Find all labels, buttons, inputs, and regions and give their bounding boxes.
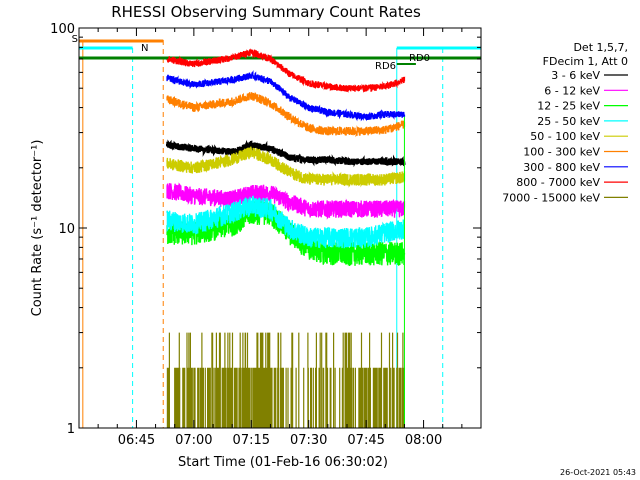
series-trace <box>166 195 405 249</box>
state-markers <box>79 39 481 428</box>
annotation-s: S <box>72 34 78 45</box>
annotation-n: N <box>141 43 148 54</box>
legend-label: 12 - 25 keV <box>537 100 600 113</box>
x-tick-label: 06:45 <box>118 433 155 448</box>
legend-item: 100 - 300 keV <box>523 146 628 159</box>
x-axis-label: Start Time (01-Feb-16 06:30:02) <box>178 455 388 470</box>
legend-label: 100 - 300 keV <box>523 146 600 159</box>
series-trace <box>166 146 406 188</box>
series-layer <box>166 48 406 428</box>
y-tick-label: 1 <box>67 422 75 437</box>
series-spikes <box>166 332 405 428</box>
series-trace <box>166 70 406 122</box>
legend-item: 50 - 100 keV <box>530 130 628 143</box>
legend: 3 - 6 keV 6 - 12 keV 12 - 25 keV 25 - 50 ke… <box>502 69 628 204</box>
series-trace <box>166 182 406 220</box>
legend-label: 3 - 6 keV <box>551 69 600 82</box>
x-tick-label: 07:00 <box>175 433 212 448</box>
legend-item: 300 - 800 keV <box>523 161 628 174</box>
series-50-100-kev <box>166 146 406 188</box>
series-3-6-kev <box>166 139 406 168</box>
legend-header-detectors: Det 1,5,7, <box>573 41 628 54</box>
legend-item: 25 - 50 keV <box>537 115 628 128</box>
legend-label: 6 - 12 keV <box>544 84 600 97</box>
legend-item: 800 - 7000 keV <box>516 176 628 189</box>
series-300-800-kev <box>166 70 406 122</box>
series-6-12-kev <box>166 182 406 220</box>
legend-item: 7000 - 15000 keV <box>502 191 628 204</box>
y-tick-label: 10 <box>58 222 75 237</box>
y-tick-label: 100 <box>50 22 75 37</box>
series-7000-15000-kev <box>166 332 405 428</box>
annotation-rd0: RD0 <box>409 53 430 64</box>
timestamp: 26-Oct-2021 05:43 <box>560 468 636 477</box>
x-tick-label: 07:45 <box>347 433 384 448</box>
legend-header-decim: FDecim 1, Att 0 <box>543 55 628 68</box>
series-100-300-kev <box>166 91 406 138</box>
legend-label: 7000 - 15000 keV <box>502 191 600 204</box>
axis-ticks: 06:45 07:00 07:15 07:30 07:45 08:00 1 10 100 <box>50 22 481 448</box>
series-800-7000-kev <box>166 48 406 93</box>
series-trace <box>166 91 406 138</box>
legend-item: 3 - 6 keV <box>551 69 628 82</box>
legend-label: 300 - 800 keV <box>523 161 600 174</box>
series-trace <box>166 48 406 93</box>
legend-item: 6 - 12 keV <box>544 84 628 97</box>
annotation-rd6: RD6 <box>375 61 396 72</box>
series-25-50-kev <box>166 195 405 249</box>
series-trace <box>166 139 406 168</box>
chart-title: RHESSI Observing Summary Count Rates <box>111 3 421 21</box>
legend-label: 25 - 50 keV <box>537 115 600 128</box>
x-tick-label: 07:30 <box>290 433 327 448</box>
x-tick-label: 08:00 <box>405 433 442 448</box>
legend-label: 50 - 100 keV <box>530 130 600 143</box>
x-tick-label: 07:15 <box>233 433 270 448</box>
y-axis-label: Count Rate (s⁻¹ detector⁻¹) <box>30 140 45 317</box>
legend-label: 800 - 7000 keV <box>516 176 600 189</box>
legend-item: 12 - 25 keV <box>537 100 628 113</box>
